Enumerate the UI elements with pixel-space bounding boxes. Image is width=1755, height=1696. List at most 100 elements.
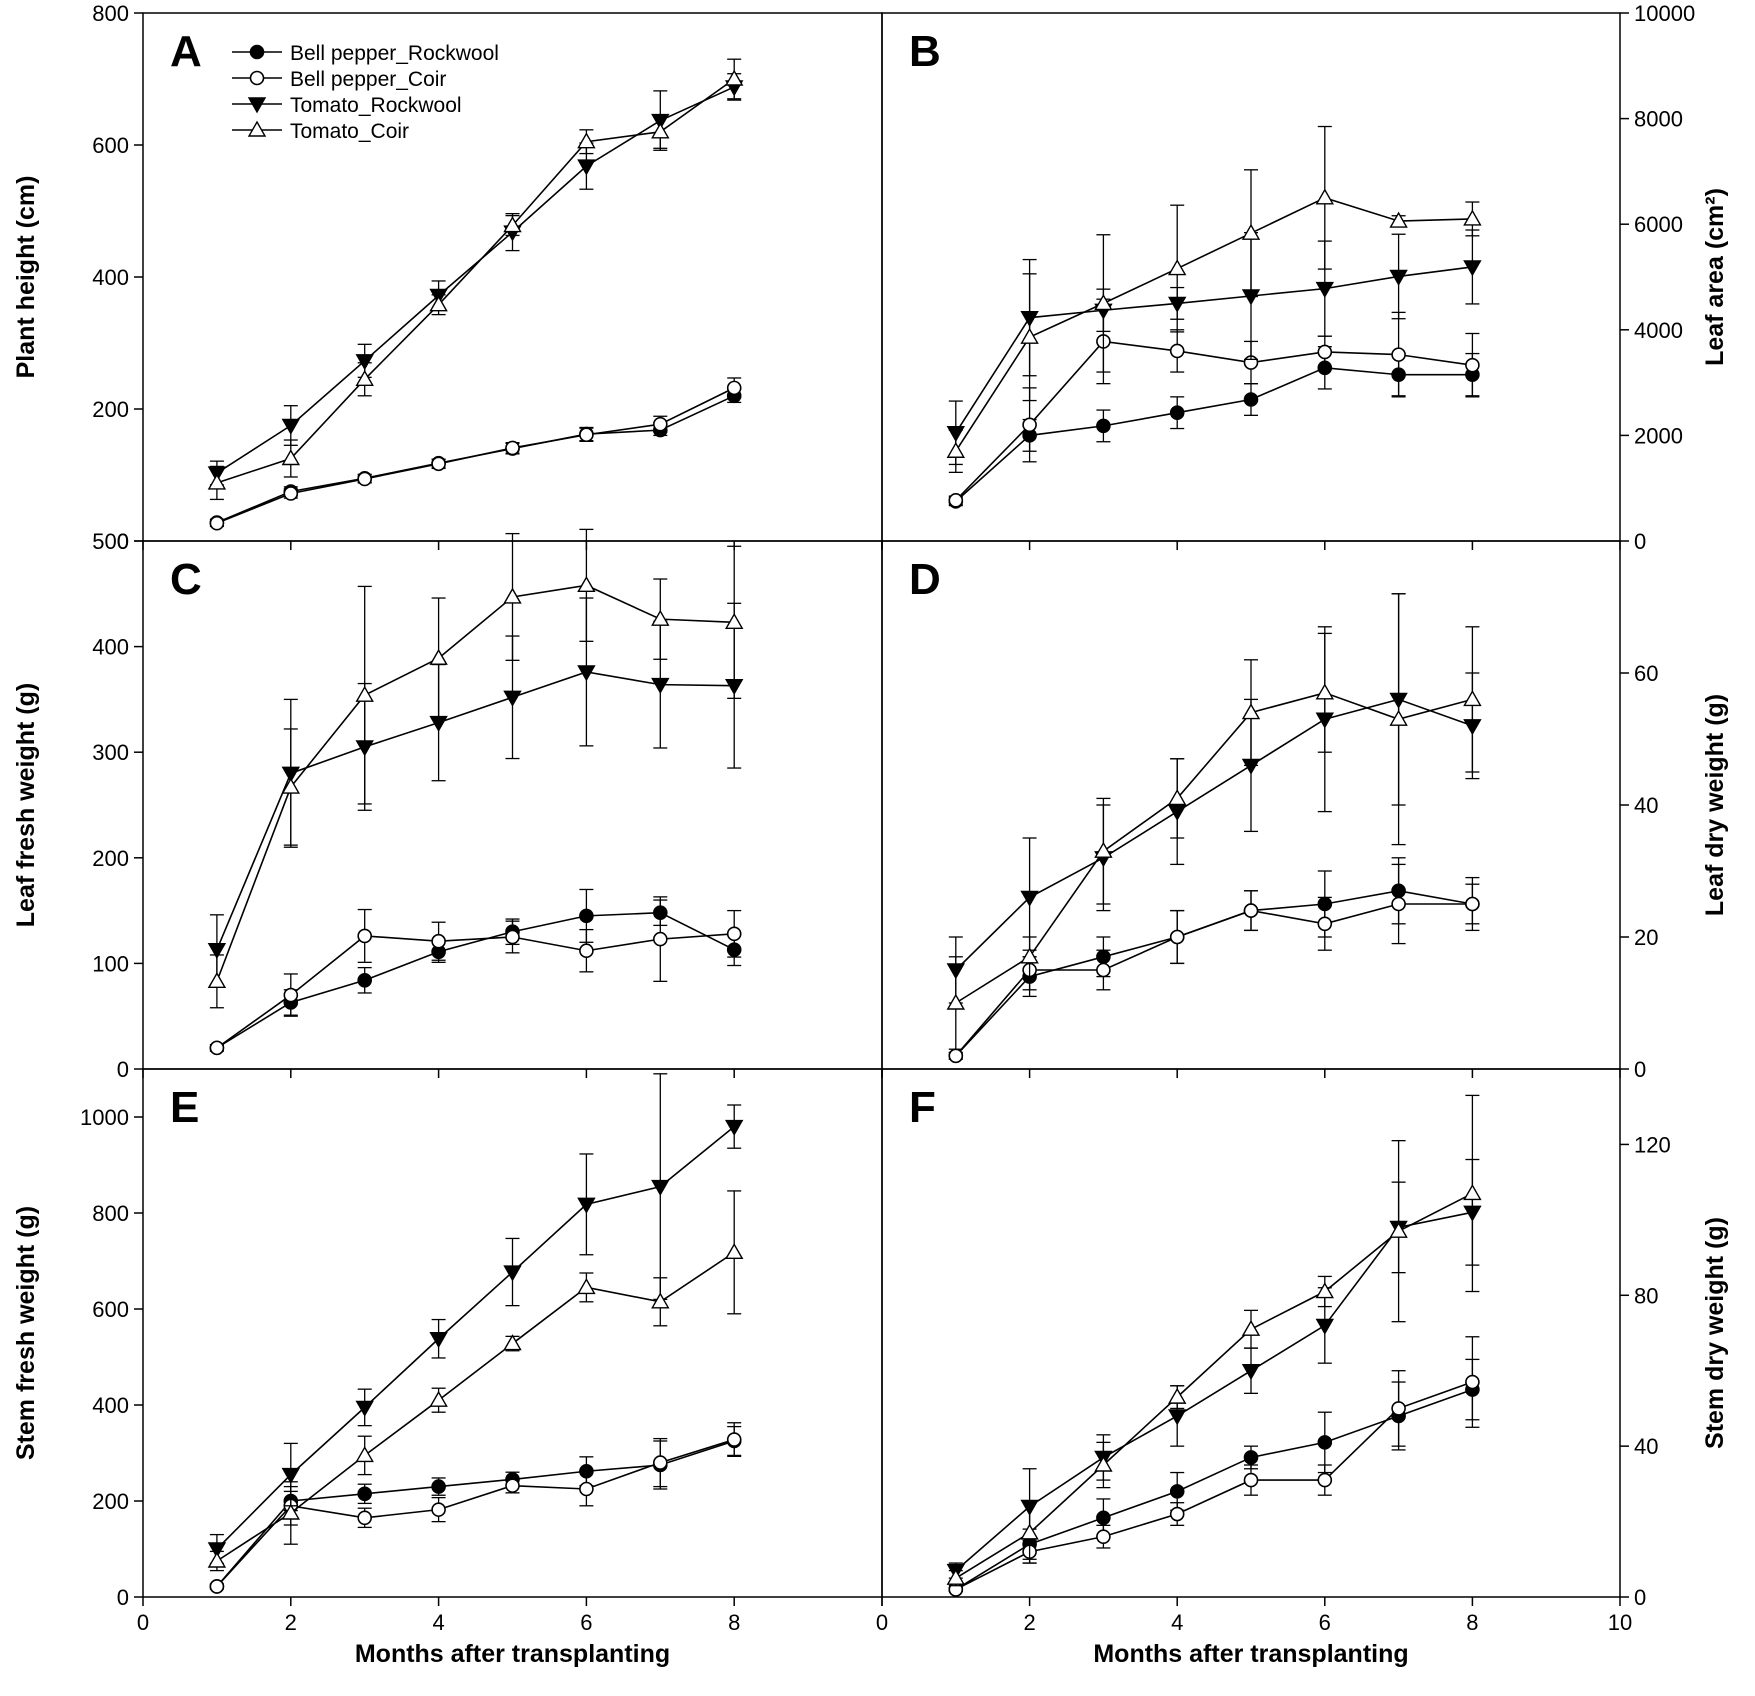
y-axis-title: Stem dry weight (g) — [1701, 1217, 1729, 1449]
y-tick-label: 200 — [92, 846, 129, 871]
data-point — [651, 122, 670, 139]
data-point — [209, 1040, 225, 1056]
data-point — [1463, 1184, 1482, 1201]
y-tick-label: 10000 — [1634, 1, 1695, 26]
series-line — [216, 671, 735, 950]
legend: Bell pepper_Rockwool Bell pepper_Coir Toma… — [232, 42, 499, 143]
panel-f: F 0 40 80 120 Stem dry weight (g) 0 2 4 6 8 10 — [876, 1068, 1729, 1635]
data-point — [281, 449, 301, 466]
panel-letter: E — [170, 1083, 199, 1132]
y-axis-title: Leaf area (cm²) — [1701, 188, 1729, 366]
x-tick-label: 6 — [1319, 1610, 1331, 1635]
data-point — [724, 69, 744, 86]
series-tomato-rockwool — [946, 1158, 1482, 1581]
panel-letter: C — [170, 555, 202, 604]
data-point — [357, 928, 373, 944]
data-point — [724, 1242, 744, 1260]
data-point — [1465, 357, 1480, 373]
y-tick-label: 500 — [92, 529, 129, 554]
data-point — [283, 987, 299, 1003]
data-point — [1315, 188, 1335, 205]
x-tick-label: 4 — [432, 1610, 444, 1635]
data-point — [207, 971, 227, 989]
data-point — [1389, 709, 1408, 726]
data-point — [1463, 209, 1482, 226]
panel-frame — [142, 1068, 883, 1598]
series-line — [216, 933, 735, 1049]
series-line — [216, 584, 735, 982]
legend-label: Tomato_Rockwool — [290, 94, 462, 117]
data-point — [209, 515, 225, 531]
x-axis-title: Months after transplanting — [355, 1640, 670, 1668]
data-point — [726, 926, 742, 942]
data-point — [1391, 1401, 1406, 1416]
legend-marker — [249, 44, 265, 60]
data-point — [355, 369, 374, 386]
data-point — [1315, 281, 1335, 299]
data-point — [946, 993, 966, 1010]
series-line — [955, 367, 1473, 502]
panel-e: E 0 200 400 600 800 1000 Stem fresh weight (g) 0… — [12, 1068, 883, 1635]
panel-letter: A — [170, 27, 202, 76]
series-bell-pepper-coir — [948, 298, 1480, 508]
y-tick-label: 8000 — [1634, 107, 1683, 132]
data-point — [577, 132, 596, 149]
data-point — [1315, 1318, 1335, 1335]
data-point — [577, 1197, 596, 1214]
panel-d: D 0 20 40 60 Leaf dry weight (g) — [881, 540, 1729, 1082]
legend-label: Bell pepper_Rockwool — [290, 42, 499, 65]
data-point — [948, 1048, 964, 1064]
y-tick-label: 4000 — [1634, 318, 1683, 343]
data-point — [577, 575, 596, 593]
series-tomato-coir — [946, 1094, 1482, 1587]
series-tomato-coir — [207, 58, 744, 501]
data-point — [946, 1568, 966, 1585]
data-point — [207, 1551, 227, 1568]
legend-marker — [247, 97, 267, 114]
x-tick-label: 8 — [728, 1610, 740, 1635]
y-axis-title: Plant height (cm) — [12, 176, 40, 379]
data-point — [1317, 344, 1333, 360]
series-bell-pepper-coir — [209, 377, 742, 531]
y-axis-title: Leaf fresh weight (g) — [12, 683, 40, 927]
data-point — [1022, 417, 1037, 433]
data-point — [651, 1179, 670, 1197]
data-point — [1243, 1450, 1259, 1465]
data-point — [1391, 347, 1406, 362]
data-point — [579, 908, 594, 924]
data-point — [1094, 841, 1113, 858]
y-tick-label: 100 — [92, 951, 129, 976]
data-point — [652, 416, 668, 432]
data-point — [946, 441, 966, 458]
data-point — [281, 1503, 301, 1520]
legend-item-bell-pepper-rockwool: Bell pepper_Rockwool — [232, 42, 499, 65]
data-point — [281, 777, 301, 794]
data-point — [431, 1502, 446, 1517]
data-point — [1465, 1374, 1480, 1390]
series-bell-pepper-coir — [948, 863, 1480, 1064]
panel-frame — [881, 1068, 1621, 1598]
data-point — [1167, 1409, 1187, 1426]
data-point — [503, 216, 522, 233]
data-point — [207, 473, 227, 490]
data-point — [1389, 211, 1408, 228]
panel-letter: F — [909, 1083, 936, 1132]
y-tick-label: 20 — [1634, 925, 1658, 950]
data-point — [209, 1579, 225, 1594]
series-line — [216, 1438, 735, 1587]
legend-item-bell-pepper-coir: Bell pepper_Coir — [232, 68, 446, 91]
data-point — [503, 1334, 522, 1351]
data-point — [1243, 392, 1259, 407]
data-point — [651, 677, 670, 695]
series-line — [216, 1440, 735, 1587]
legend-item-tomato-rockwool: Tomato_Rockwool — [232, 94, 462, 117]
y-tick-label: 0 — [117, 529, 129, 554]
data-point — [1315, 683, 1335, 700]
data-point — [357, 972, 373, 988]
y-tick-label: 120 — [1634, 1132, 1671, 1157]
series-tomato-coir — [207, 1190, 744, 1572]
data-point — [1391, 896, 1406, 912]
data-point — [431, 456, 446, 472]
x-tick-label: 6 — [580, 1610, 592, 1635]
